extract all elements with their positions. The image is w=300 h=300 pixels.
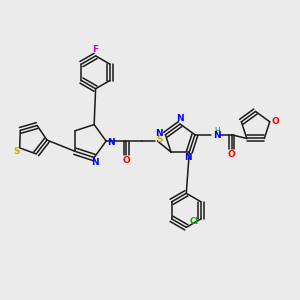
Text: S: S xyxy=(156,135,163,144)
Text: N: N xyxy=(107,138,115,147)
Text: S: S xyxy=(14,147,20,156)
Text: N: N xyxy=(213,131,220,140)
Text: O: O xyxy=(228,150,236,159)
Text: Cl: Cl xyxy=(190,217,199,226)
Text: F: F xyxy=(93,45,99,54)
Text: N: N xyxy=(184,153,192,162)
Text: O: O xyxy=(122,156,130,165)
Text: N: N xyxy=(176,114,184,123)
Text: N: N xyxy=(156,129,163,138)
Text: N: N xyxy=(91,158,98,167)
Text: H: H xyxy=(214,127,220,136)
Text: O: O xyxy=(272,117,280,126)
